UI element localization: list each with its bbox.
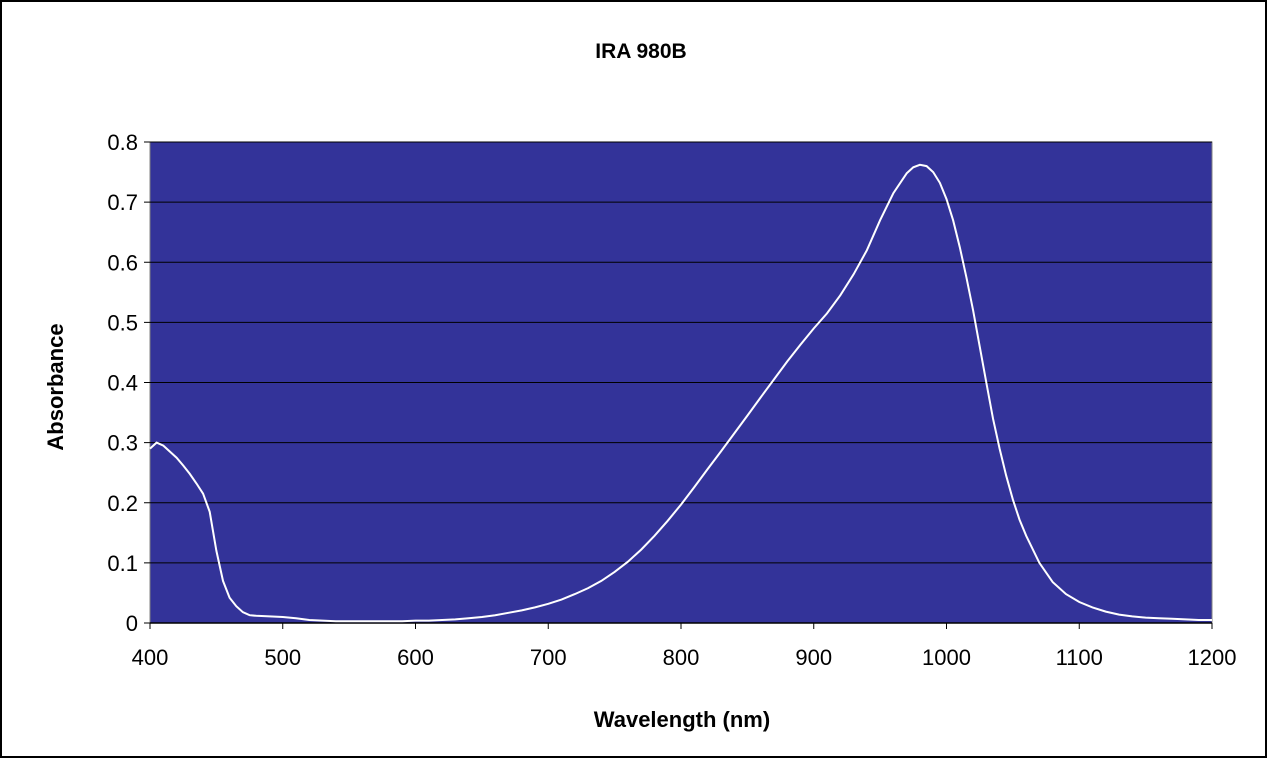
x-tick-label: 900 <box>795 645 832 670</box>
x-tick-label: 600 <box>397 645 434 670</box>
series-line <box>149 163 1212 623</box>
x-axis-label: Wavelength (nm) <box>594 707 770 732</box>
y-tick-label: 0.1 <box>107 551 138 576</box>
y-tick-label: 0 <box>126 611 138 636</box>
x-tick-label: 1100 <box>1056 645 1103 670</box>
chart-title: IRA 980B <box>595 40 686 63</box>
y-tick-label: 0.5 <box>107 310 138 335</box>
x-tick-label: 800 <box>663 645 700 670</box>
y-tick-label: 0.3 <box>107 431 138 456</box>
y-tick-label: 0.4 <box>107 371 138 396</box>
x-tick-label: 700 <box>530 645 567 670</box>
x-tick-label: 1000 <box>922 645 971 670</box>
y-axis-tick-labels: 0 0.1 0.2 0.3 0.4 0.5 0.6 0.7 0.8 <box>107 130 150 636</box>
x-tick-label: 400 <box>132 645 169 670</box>
x-axis-tick-labels: 400 500 600 700 800 900 1000 1100 1200 <box>132 622 1237 670</box>
y-axis-label: Absorbance <box>43 323 68 450</box>
x-tick-label: 1200 <box>1188 645 1237 670</box>
y-tick-label: 0.8 <box>107 130 138 155</box>
x-tick-label: 500 <box>264 645 301 670</box>
y-tick-label: 0.7 <box>107 190 138 215</box>
y-tick-label: 0.2 <box>107 491 138 516</box>
y-tick-label: 0.6 <box>107 250 138 275</box>
